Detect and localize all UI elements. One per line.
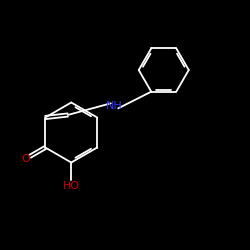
Text: O: O <box>22 154 30 164</box>
Text: HO: HO <box>63 181 80 191</box>
Text: NH: NH <box>106 101 123 111</box>
